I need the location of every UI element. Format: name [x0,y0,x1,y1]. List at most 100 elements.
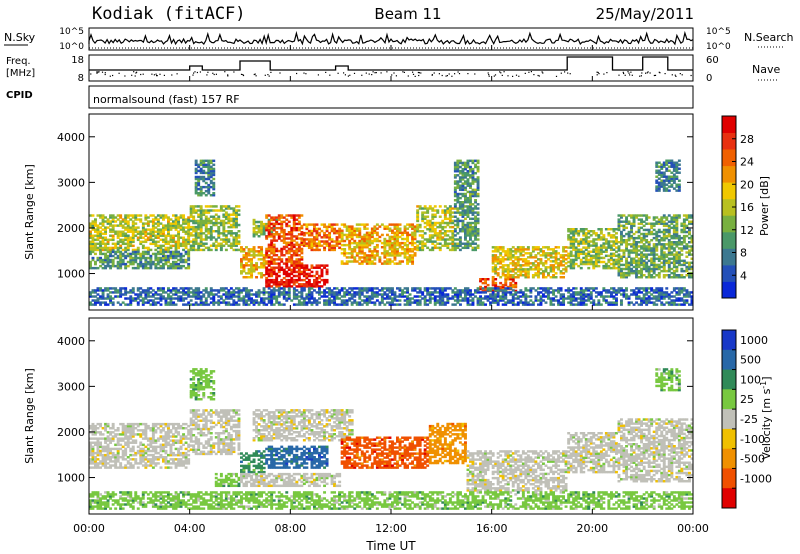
heatmap-cell [169,244,173,248]
heatmap-cell [89,230,92,233]
heatmap-cell [114,244,118,248]
heatmap-cell [652,228,656,232]
heatmap-cell [574,228,578,231]
heatmap-cell [360,262,364,265]
heatmap-cell [126,228,130,231]
heatmap-cell [124,250,128,254]
heatmap-cell [534,266,538,269]
heatmap-cell [156,287,160,290]
heatmap-cell [612,248,616,251]
heatmap-cell [292,260,296,263]
heatmap-cell [677,171,681,174]
heatmap-cell [305,223,309,226]
heatmap-cell [229,303,233,306]
heatmap-cell [212,297,216,300]
heatmap-cell [265,247,269,251]
heatmap-cell [222,213,226,216]
heatmap-cell [579,260,583,264]
heatmap-cell [156,240,160,244]
heatmap-cell [602,238,606,241]
heatmap-cell [423,207,427,210]
heatmap-cell [106,218,110,221]
heatmap-cell [114,216,118,219]
heatmap-cell [499,266,503,269]
heatmap-cell [572,248,576,251]
heatmap-cell [315,285,319,288]
heatmap-cell [504,283,508,287]
heatmap-cell [156,289,160,292]
heatmap-cell [531,256,535,259]
heatmap-cell [111,258,115,262]
heatmap-cell [235,211,238,214]
heatmap-cell [129,260,133,264]
heatmap-cell [426,215,430,218]
heatmap-cell [461,215,465,218]
heatmap-cell [119,258,123,262]
heatmap-cell [149,262,153,266]
nave-dot [109,75,111,77]
heatmap-cell [285,274,289,278]
heatmap-cell [355,235,359,239]
heatmap-cell [219,219,223,223]
heatmap-cell [662,163,666,166]
heatmap-cell [617,222,621,225]
heatmap-cell [647,243,651,246]
heatmap-cell [511,246,515,249]
heatmap-cell [637,218,641,221]
heatmap-cell [212,217,216,221]
heatmap-cell [670,245,674,248]
heatmap-cell [552,270,556,273]
nave-dot [458,73,461,75]
heatmap-cell [652,247,656,250]
heatmap-cell [151,218,155,221]
heatmap-cell [104,236,108,239]
heatmap-cell [642,214,646,217]
heatmap-cell [250,262,254,265]
heatmap-cell [675,274,679,277]
heatmap-cell [245,289,248,292]
heatmap-cell [240,262,243,265]
heatmap-cell [101,222,105,225]
heatmap-cell [411,256,415,259]
heatmap-cell [265,222,269,226]
heatmap-cell [660,220,664,223]
heatmap-cell [290,268,294,272]
heatmap-cell [260,222,264,226]
heatmap-cell [164,248,168,252]
heatmap-cell [688,245,691,248]
heatmap-cell [292,266,296,269]
heatmap-cell [167,218,170,221]
heatmap-cell [474,238,478,241]
heatmap-cell [194,221,198,225]
heatmap-cell [491,289,495,293]
heatmap-cell [214,223,218,227]
heatmap-cell [305,293,309,296]
heatmap-cell [504,279,508,283]
heatmap-cell [340,233,344,237]
heatmap-cell [461,161,465,165]
heatmap-cell [224,242,228,245]
heatmap-cell [275,216,279,219]
heatmap-cell [235,248,238,252]
heatmap-cell [202,248,206,252]
heatmap-cell [144,238,148,242]
heatmap-cell [511,276,515,279]
heatmap-cell [675,267,679,271]
heatmap-cell [446,238,450,241]
heatmap-cell [655,249,659,252]
heatmap-cell [451,230,455,233]
heatmap-cell [685,218,689,221]
heatmap-cell [240,260,243,263]
heatmap-cell [197,242,201,245]
heatmap-cell [569,258,573,262]
nave-dot [393,72,395,74]
heatmap-cell [667,159,671,162]
heatmap-cell [267,256,271,259]
heatmap-cell [642,259,646,263]
heatmap-cell [134,293,138,296]
heatmap-cell [544,276,548,279]
heatmap-cell [242,268,246,271]
heatmap-cell [406,252,410,255]
heatmap-cell [438,238,442,241]
heatmap-cell [360,223,364,226]
